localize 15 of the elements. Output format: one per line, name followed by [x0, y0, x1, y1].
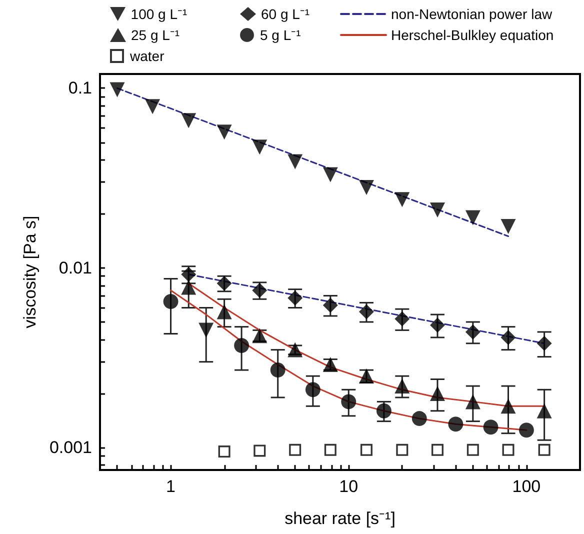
x-tick-label: 100 — [512, 477, 541, 496]
legend-label: Herschel-Bulkley equation — [391, 27, 554, 43]
x-tick-label: 10 — [339, 477, 358, 496]
legend-label: 60 g L⁻¹ — [261, 6, 310, 22]
legend-label: 5 g L⁻¹ — [260, 27, 302, 43]
legend-label: water — [129, 48, 165, 64]
y-tick-label: 0.01 — [58, 258, 92, 278]
legend-label: non-Newtonian power law — [391, 6, 553, 22]
y-tick-label: 0.001 — [49, 438, 92, 458]
y-tick-label: 0.1 — [68, 78, 92, 98]
legend-label: 25 g L⁻¹ — [131, 27, 180, 43]
x-axis-title: shear rate [s⁻¹] — [284, 509, 396, 528]
x-tick-label: 1 — [166, 477, 176, 496]
legend-label: 100 g L⁻¹ — [130, 6, 188, 22]
y-axis-title: viscosity [Pa s] — [20, 216, 40, 328]
